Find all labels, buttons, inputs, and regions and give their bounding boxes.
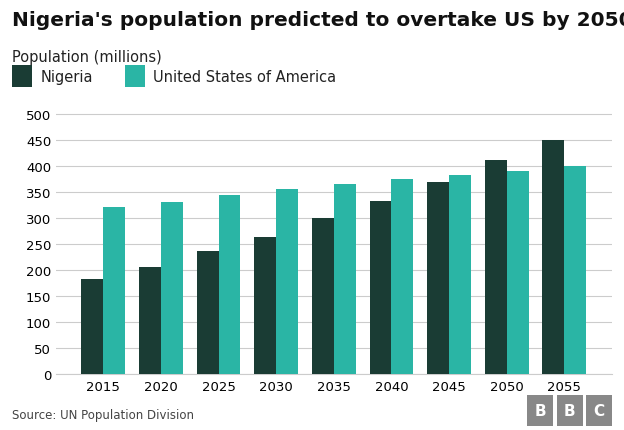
Bar	[485, 160, 507, 374]
Bar	[334, 184, 356, 374]
Bar	[542, 141, 564, 374]
Bar	[81, 280, 104, 374]
Bar	[449, 175, 471, 374]
Text: B: B	[564, 403, 575, 418]
Text: United States of America: United States of America	[153, 70, 336, 84]
Bar	[564, 167, 587, 374]
Text: B: B	[535, 403, 546, 418]
Bar	[369, 201, 391, 374]
Bar	[104, 207, 125, 374]
Bar	[276, 190, 298, 374]
Bar	[197, 252, 218, 374]
Bar	[139, 267, 161, 374]
Text: C: C	[593, 403, 605, 418]
Text: Nigeria: Nigeria	[41, 70, 93, 84]
Bar	[427, 182, 449, 374]
Bar	[161, 203, 183, 374]
Bar	[218, 196, 240, 374]
Bar	[391, 180, 413, 374]
Bar	[312, 218, 334, 374]
Bar	[255, 237, 276, 374]
Text: Population (millions): Population (millions)	[12, 49, 162, 64]
Bar	[507, 171, 529, 374]
Text: Nigeria's population predicted to overtake US by 2050: Nigeria's population predicted to overta…	[12, 11, 624, 30]
Text: Source: UN Population Division: Source: UN Population Division	[12, 408, 195, 421]
